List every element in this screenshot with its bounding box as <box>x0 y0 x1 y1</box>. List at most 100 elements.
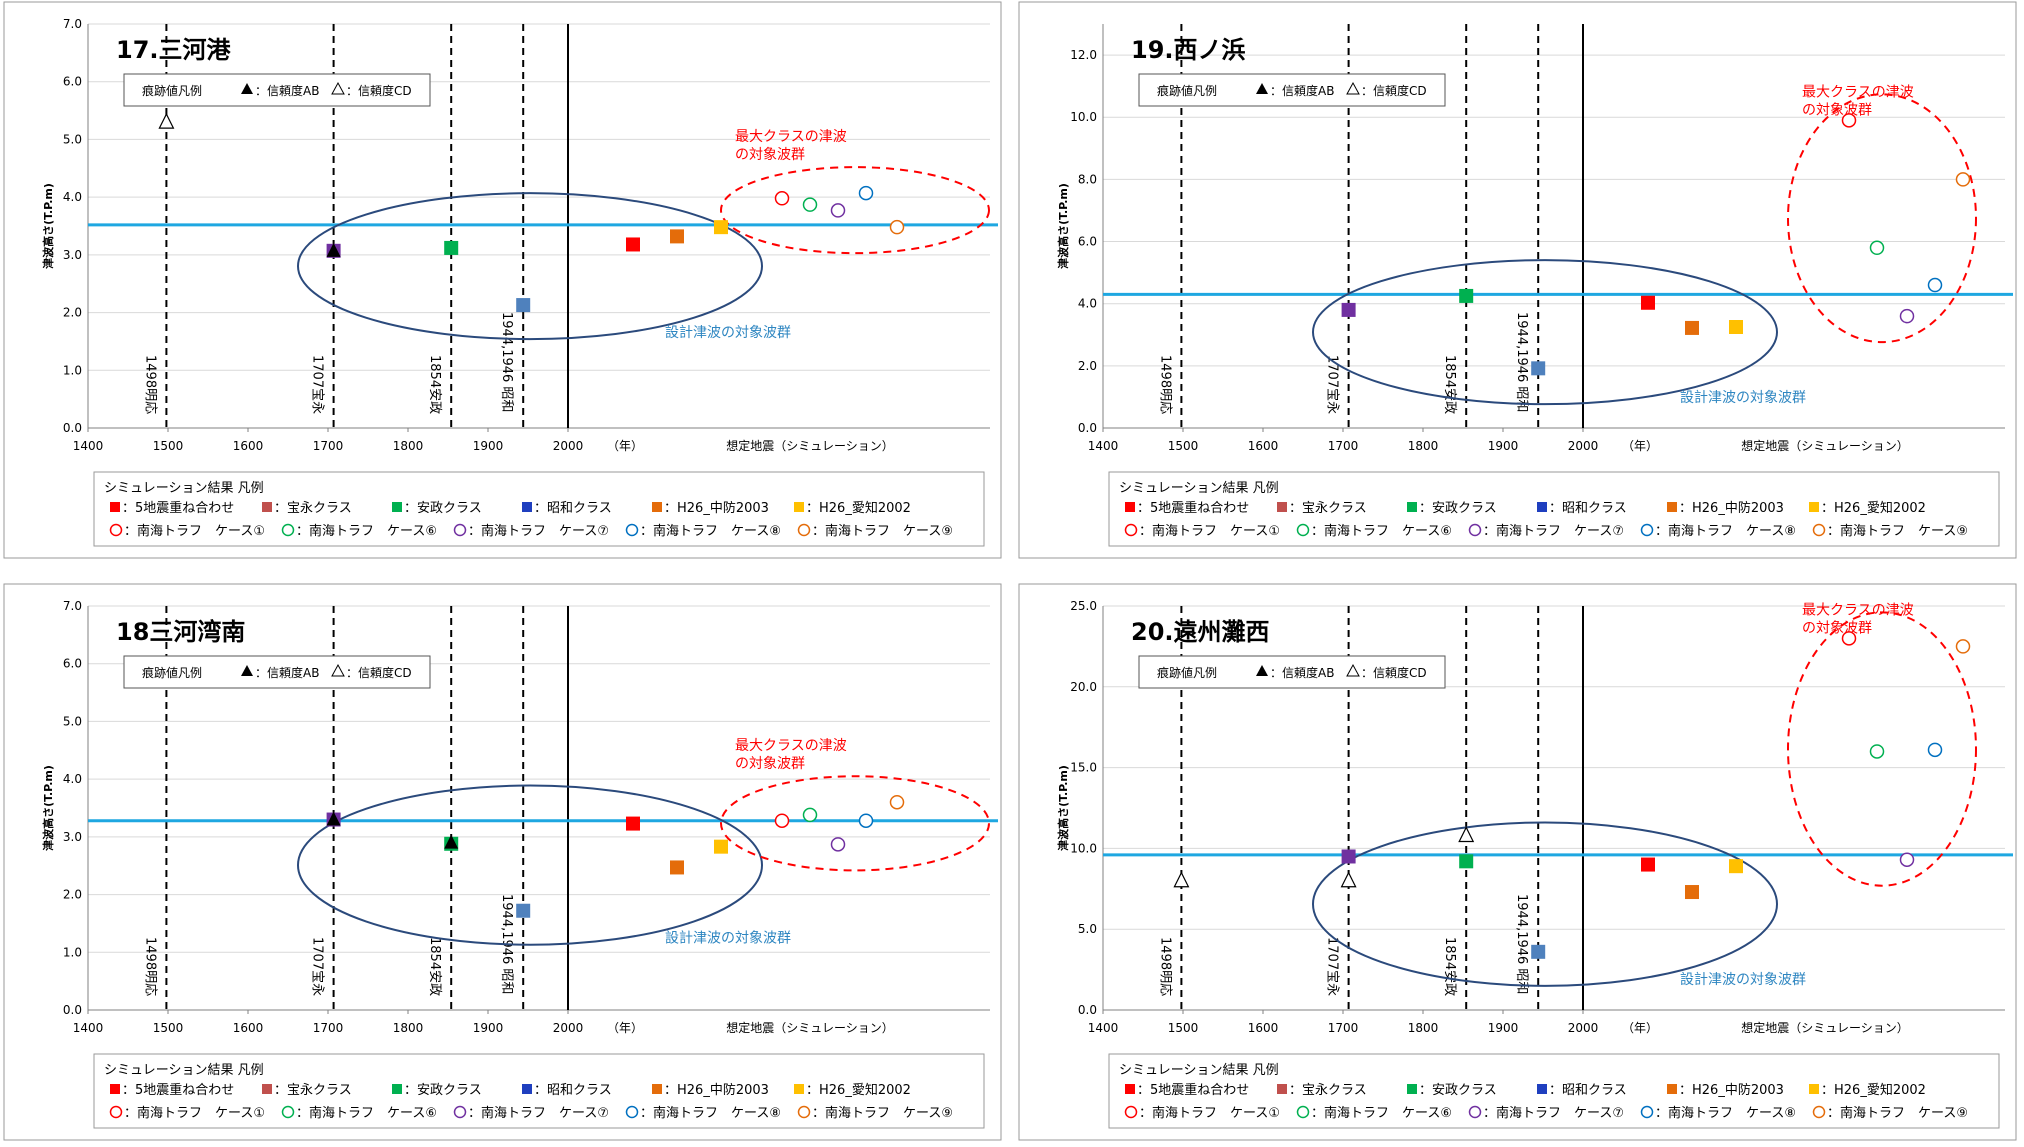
legend-square-icon <box>262 502 272 512</box>
trace-cd-triangle <box>158 112 175 129</box>
legend-circle-icon <box>1812 523 1826 537</box>
legend-row1-label: ：安政クラス <box>1419 1083 1497 1098</box>
x-tick-label: 1500 <box>153 1021 184 1035</box>
historical-square-marker <box>1341 302 1356 317</box>
y-tick-label: 20.0 <box>1070 680 1097 694</box>
design-wave-group-ellipse <box>297 192 763 341</box>
x-tick-label: 1800 <box>393 1021 424 1035</box>
legend-row2-label: ：南海トラフ ケース⑥ <box>1311 1105 1452 1121</box>
simulation-square-marker <box>626 816 640 831</box>
y-axis-label: 津波高さ(T.P.m) <box>1056 765 1070 851</box>
trace-legend-cd: ：信頼度CD <box>1361 83 1427 98</box>
simulation-legend-title: シミュレーション結果 凡例 <box>104 481 264 496</box>
legend-row1-label: ：5地震重ね合わせ <box>1137 1082 1249 1098</box>
trace-legend-title: 痕跡値凡例 <box>1157 83 1217 98</box>
y-tick-label: 4.0 <box>63 190 82 204</box>
legend-row1-label: ：H26_愛知2002 <box>806 500 911 516</box>
max-class-wave-group-ellipse <box>1787 611 1977 887</box>
x-unit-label: （年） <box>607 1021 643 1035</box>
legend-square-icon <box>522 1084 532 1094</box>
event-label: 1498明応 <box>1157 355 1172 414</box>
x-tick-label: 1700 <box>1328 439 1359 453</box>
legend-square-icon <box>652 1084 662 1094</box>
event-label: 1707宝永 <box>310 355 325 414</box>
legend-row1-label: ：昭和クラス <box>1549 1083 1627 1098</box>
design-wave-group-label: 設計津波の対象波群 <box>665 931 791 947</box>
y-tick-label: 2.0 <box>1078 359 1097 373</box>
legend-row2-label: ：南海トラフ ケース⑦ <box>468 1105 609 1121</box>
legend-row1-label: ：H26_中防2003 <box>664 1082 769 1098</box>
x-tick-label: 2000 <box>553 1021 584 1035</box>
legend-square-icon <box>1537 1084 1547 1094</box>
max-class-label-line1: 最大クラスの津波 <box>1802 602 1914 618</box>
simulation-square-marker <box>1685 885 1699 900</box>
y-tick-label: 5.0 <box>1078 922 1097 936</box>
simulation-legend-title: シミュレーション結果 凡例 <box>104 1063 264 1078</box>
legend-square-icon <box>392 502 402 512</box>
x-tick-label: 1400 <box>73 1021 104 1035</box>
legend-circle-icon <box>1468 1105 1482 1119</box>
chart-title: 18三河湾南 <box>116 618 245 646</box>
legend-row2-label: ：南海トラフ ケース① <box>124 1105 265 1121</box>
legend-square-icon <box>1277 1084 1287 1094</box>
x-unit-label: （年） <box>1622 1021 1658 1035</box>
historical-square-marker <box>516 903 531 918</box>
y-tick-label: 3.0 <box>63 248 82 262</box>
trace-cd-triangle <box>1173 871 1190 888</box>
design-wave-group-ellipse <box>297 784 763 946</box>
simulation-axis-label: 想定地震（シミュレーション） <box>1741 1020 1909 1035</box>
legend-circle-icon <box>1812 1105 1826 1119</box>
x-tick-label: 1800 <box>1408 1021 1439 1035</box>
y-tick-label: 5.0 <box>63 714 82 728</box>
legend-circle-icon <box>1296 1105 1310 1119</box>
event-label: 1498明応 <box>1157 937 1172 996</box>
trace-legend-ab: ：信頼度AB <box>1270 665 1334 680</box>
legend-square-icon <box>652 502 662 512</box>
x-tick-label: 1900 <box>473 1021 504 1035</box>
simulation-circle-marker <box>858 813 874 828</box>
max-class-label-line1: 最大クラスの津波 <box>1802 84 1914 100</box>
legend-circle-icon <box>1124 1105 1138 1119</box>
legend-row2-label: ：南海トラフ ケース⑨ <box>1827 523 1968 539</box>
legend-circle-icon <box>281 1105 295 1119</box>
simulation-square-marker <box>1641 857 1655 872</box>
legend-circle-icon <box>453 1105 467 1119</box>
event-label: 1707宝永 <box>1325 937 1340 996</box>
simulation-circle-marker <box>830 203 846 218</box>
filled-triangle-icon <box>1256 665 1268 676</box>
chart-panel-1: 0.0 1.0 2.0 3.0 4.0 5.0 6.0 7.0 1400 1500 1600 1700… <box>3 1 1002 559</box>
x-tick-label: 1400 <box>73 439 104 453</box>
simulation-circle-marker <box>889 219 905 235</box>
event-label: 1854安政 <box>427 355 442 414</box>
outline-triangle-icon <box>1346 81 1360 95</box>
x-tick-label: 1400 <box>1088 1021 1119 1035</box>
trace-legend-box <box>1138 655 1446 689</box>
max-class-label-line2: の対象波群 <box>1802 620 1872 636</box>
chart-title: 19.西ノ浜 <box>1131 36 1246 64</box>
outline-triangle-icon <box>1346 663 1360 677</box>
legend-row1-label: ：宝永クラス <box>274 1083 352 1098</box>
trace-ab-triangle <box>444 834 459 849</box>
legend-square-icon <box>1809 1084 1819 1094</box>
y-tick-label: 8.0 <box>1078 172 1097 186</box>
legend-circle-icon <box>625 1105 639 1119</box>
legend-square-icon <box>1125 1084 1135 1094</box>
x-tick-label: 1700 <box>313 1021 344 1035</box>
design-wave-group-label: 設計津波の対象波群 <box>1680 972 1806 988</box>
simulation-circle-marker <box>1841 631 1857 646</box>
legend-square-icon <box>794 502 804 512</box>
y-axis-label: 津波高さ(T.P.m) <box>41 765 55 851</box>
trace-legend-box <box>123 73 431 107</box>
y-tick-label: 6.0 <box>63 657 82 671</box>
x-tick-label: 1900 <box>1488 439 1519 453</box>
x-tick-label: 1600 <box>1248 439 1279 453</box>
legend-square-icon <box>1537 502 1547 512</box>
simulation-square-marker <box>1641 295 1655 310</box>
legend-row1-label: ：5地震重ね合わせ <box>122 1082 234 1098</box>
outline-triangle-icon <box>331 81 345 95</box>
legend-square-icon <box>1277 502 1287 512</box>
legend-row1-label: ：H26_愛知2002 <box>1821 500 1926 516</box>
trace-legend-ab: ：信頼度AB <box>255 665 319 680</box>
legend-row1-label: ：安政クラス <box>1419 501 1497 516</box>
